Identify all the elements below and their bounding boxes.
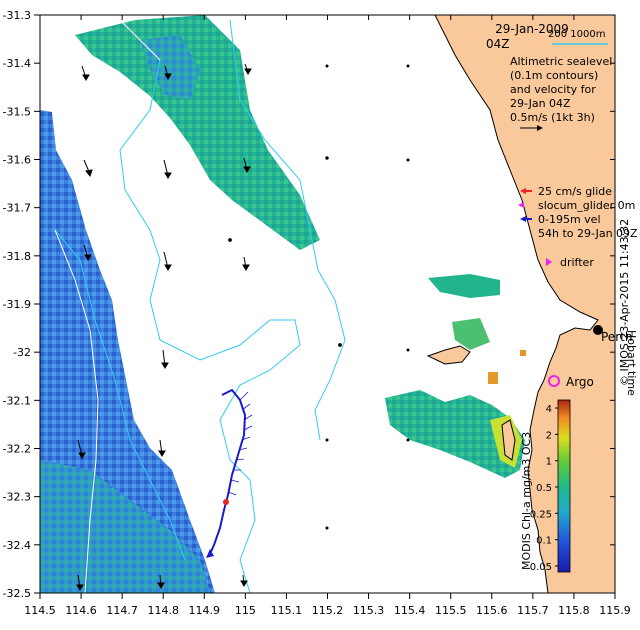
colorbar-tick-label: 0.1 — [536, 536, 552, 547]
glider-legend-2: slocum_glider 0m — [538, 199, 635, 212]
legend-line-4: 29-Jan 04Z — [510, 97, 571, 110]
x-tick-label: 115 — [235, 604, 256, 617]
x-tick-label: 114.7 — [106, 604, 138, 617]
colorbar — [557, 399, 571, 573]
y-tick-label: -32 — [13, 346, 31, 359]
x-tick-label: 115.5 — [435, 604, 467, 617]
colorbar-tick-label: 0.25 — [530, 509, 552, 520]
chlorophyll-patch-nw — [140, 35, 200, 100]
velocity-arrows — [76, 63, 410, 591]
y-tick-label: -32.3 — [3, 491, 31, 504]
y-tick-label: -31.9 — [3, 298, 31, 311]
map-time: 04Z — [486, 37, 510, 51]
x-tick-label: 115.1 — [271, 604, 303, 617]
map-date: 29-Jan-2009 — [495, 22, 569, 36]
colorbar-tick-label: 0.5 — [536, 483, 552, 494]
x-tick-label: 115.9 — [599, 604, 631, 617]
y-tick-label: -32.2 — [3, 443, 31, 456]
x-tick-label: 114.8 — [147, 604, 179, 617]
legend-line-2: (0.1m contours) — [510, 69, 598, 82]
y-tick-label: -31.7 — [3, 202, 31, 215]
perth-marker — [593, 325, 603, 335]
garden-island — [501, 419, 516, 461]
scale-bar-label: 200 1000m — [548, 29, 605, 40]
city-label: Perth — [601, 330, 632, 344]
glider-legend-4: 54h to 29-Jan 09Z — [538, 227, 638, 240]
glider-legend: 25 cm/s glide slocum_glider 0m 0-195m ve… — [518, 185, 638, 269]
colorbar-tick-label: 0.05 — [530, 562, 552, 573]
glider-legend-1: 25 cm/s glide — [538, 185, 612, 198]
y-tick-label: -31.8 — [3, 250, 31, 263]
x-tick-label: 115.3 — [353, 604, 385, 617]
y-axis: -31.3 -31.4 -31.5 -31.6 -31.7 -31.8 -31.9 -32 -3… — [3, 9, 615, 600]
x-tick-label: 114.5 — [24, 604, 56, 617]
contour-highlight — [119, 19, 161, 61]
rottnest-island — [426, 345, 471, 365]
hobart-time-label: Hobart time — [625, 330, 638, 396]
argo-marker — [548, 375, 560, 387]
x-tick-label: 115.8 — [558, 604, 590, 617]
x-tick-label: 114.9 — [189, 604, 221, 617]
contour-highlight-west — [54, 229, 99, 593]
colorbar-tick-label: 1 — [546, 457, 552, 468]
chlorophyll-high-pixel — [488, 372, 498, 384]
chlorophyll-patch-south-bloom — [385, 390, 525, 478]
drifter-marker — [546, 258, 552, 266]
colorbar-tick-label: 4 — [546, 404, 552, 415]
colorbar-tick-label: 2 — [546, 430, 552, 441]
drifter-label: drifter — [560, 256, 594, 269]
chlorophyll-patch-coastal-1 — [428, 274, 500, 298]
x-tick-label: 115.4 — [394, 604, 426, 617]
glider-legend-3: 0-195m vel — [538, 213, 601, 226]
x-tick-label: 115.6 — [476, 604, 508, 617]
y-tick-label: -32.1 — [3, 394, 31, 407]
credit-label: © IMOS 23-Apr-2015 11:43:32 — [618, 219, 631, 386]
chlorophyll-patch-southwest — [40, 460, 210, 593]
x-tick-label: 114.6 — [65, 604, 97, 617]
legend-line-5: 0.5m/s (1kt 3h) — [510, 111, 595, 124]
chlorophyll-high-pixel-2 — [520, 350, 526, 356]
glider-track — [206, 388, 253, 558]
glider-position-marker — [223, 499, 229, 505]
y-tick-label: -32.4 — [3, 539, 31, 552]
x-axis: 114.5 114.6 114.7 114.8 114.9 115 115.1 115.2 11… — [24, 15, 631, 617]
y-tick-label: -31.3 — [3, 9, 31, 22]
legend-line-3: and velocity for — [510, 83, 596, 96]
x-tick-label: 115.7 — [517, 604, 549, 617]
y-tick-label: -32.5 — [3, 587, 31, 600]
legend-line-1: Altimetric sealevel — [510, 55, 612, 68]
colorbar-ticks: 4 2 1 0.5 0.25 0.1 0.05 — [530, 404, 558, 573]
argo-label: Argo — [566, 375, 594, 389]
velocity-scale-arrow — [520, 125, 543, 131]
y-tick-label: -31.6 — [3, 154, 31, 167]
chlorophyll-band-north — [75, 15, 320, 250]
y-tick-label: -31.4 — [3, 57, 31, 70]
chlorophyll-patch-coastal-2 — [452, 318, 490, 350]
x-tick-label: 115.2 — [312, 604, 344, 617]
colorbar-title: MODIS Chl-a mg/m3 OC3 — [520, 432, 533, 570]
y-tick-label: -31.5 — [3, 105, 31, 118]
